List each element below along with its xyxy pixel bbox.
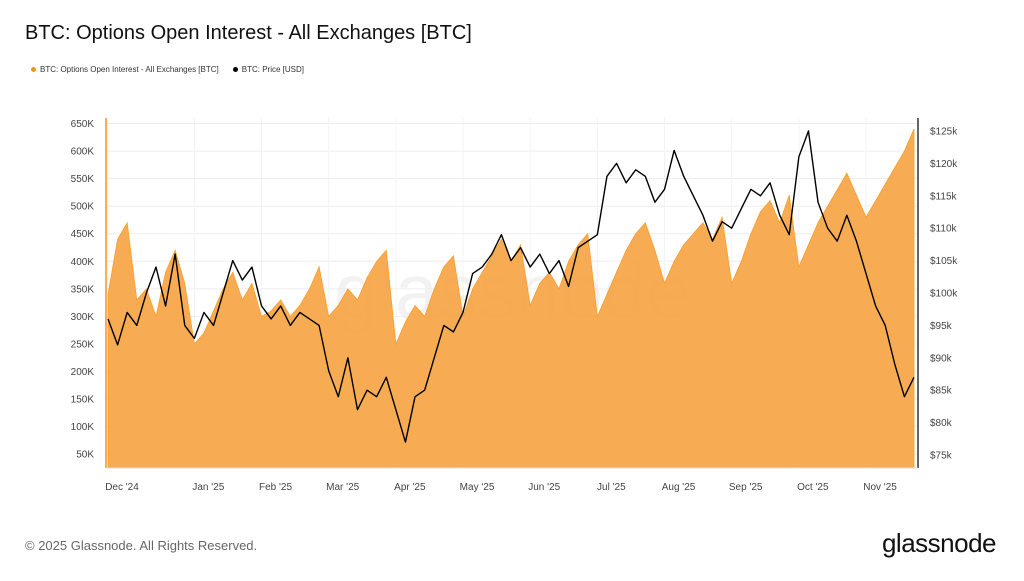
right-axis: $75k $80k $85k $90k $95k $100k $105k $110k $115k… — [917, 118, 958, 468]
x-axis: Dec '24 Jan '25 Feb '25 Mar '25 Apr '25 May '… — [105, 467, 918, 493]
right-tick-label: $125k — [930, 126, 958, 137]
right-tick-label: $115k — [930, 191, 958, 202]
x-tick-label: May '25 — [460, 482, 495, 493]
right-tick-label: $80k — [930, 418, 953, 429]
right-tick-label: $120k — [930, 159, 958, 170]
x-tick-label: Feb '25 — [259, 482, 292, 493]
left-tick-label: 550K — [71, 174, 95, 185]
x-tick-label: Apr '25 — [394, 482, 426, 493]
x-tick-label: Oct '25 — [797, 482, 829, 493]
chart-legend: BTC: Options Open Interest - All Exchang… — [31, 65, 304, 74]
oi-area-layer — [107, 128, 915, 469]
left-tick-label: 450K — [71, 229, 95, 240]
legend-swatch-orange — [31, 67, 36, 72]
legend-swatch-black — [232, 67, 238, 72]
left-tick-label: 400K — [71, 257, 95, 268]
left-tick-label: 300K — [71, 312, 95, 323]
legend-item-options-oi[interactable]: BTC: Options Open Interest - All Exchang… — [31, 65, 219, 74]
right-tick-label: $105k — [930, 256, 958, 267]
right-tick-label: $110k — [930, 224, 958, 235]
x-tick-label: Jun '25 — [528, 482, 560, 493]
price-line-layer — [107, 130, 915, 443]
brand-logo: glassnode — [881, 528, 997, 558]
x-tick-label: Jul '25 — [597, 482, 626, 493]
x-tick-label: Mar '25 — [326, 482, 359, 493]
x-tick-label: Dec '24 — [105, 482, 139, 493]
legend-label-price: BTC: Price [USD] — [241, 65, 304, 74]
right-tick-label: $95k — [930, 321, 953, 332]
copyright-footer: © 2025 Glassnode. All Rights Reserved. — [25, 538, 258, 553]
left-tick-label: 500K — [71, 202, 95, 213]
left-tick-label: 250K — [71, 339, 95, 350]
price-line[interactable] — [107, 130, 915, 443]
x-tick-label: Jan '25 — [192, 482, 224, 493]
left-tick-label: 600K — [71, 147, 95, 158]
chart-title: BTC: Options Open Interest - All Exchang… — [25, 22, 472, 44]
left-tick-label: 100K — [71, 422, 95, 433]
left-tick-label: 150K — [71, 395, 95, 406]
legend-label-options-oi: BTC: Options Open Interest - All Exchang… — [40, 65, 219, 74]
x-tick-label: Sep '25 — [729, 482, 763, 493]
right-tick-label: $100k — [930, 289, 958, 300]
left-tick-label: 650K — [71, 119, 95, 130]
x-tick-label: Nov '25 — [863, 482, 897, 493]
right-tick-label: $90k — [930, 353, 953, 364]
oi-area[interactable] — [107, 128, 915, 469]
right-tick-label: $85k — [930, 386, 953, 397]
left-tick-label: 50K — [76, 450, 94, 461]
left-axis: 50K 100K 150K 200K 250K 300K 350K 400K 450K 500K 5… — [71, 118, 107, 468]
right-tick-label: $75k — [930, 451, 953, 462]
x-tick-label: Aug '25 — [662, 482, 696, 493]
legend-item-price[interactable]: BTC: Price [USD] — [232, 65, 304, 74]
left-tick-label: 200K — [71, 367, 95, 378]
left-tick-label: 350K — [71, 284, 95, 295]
